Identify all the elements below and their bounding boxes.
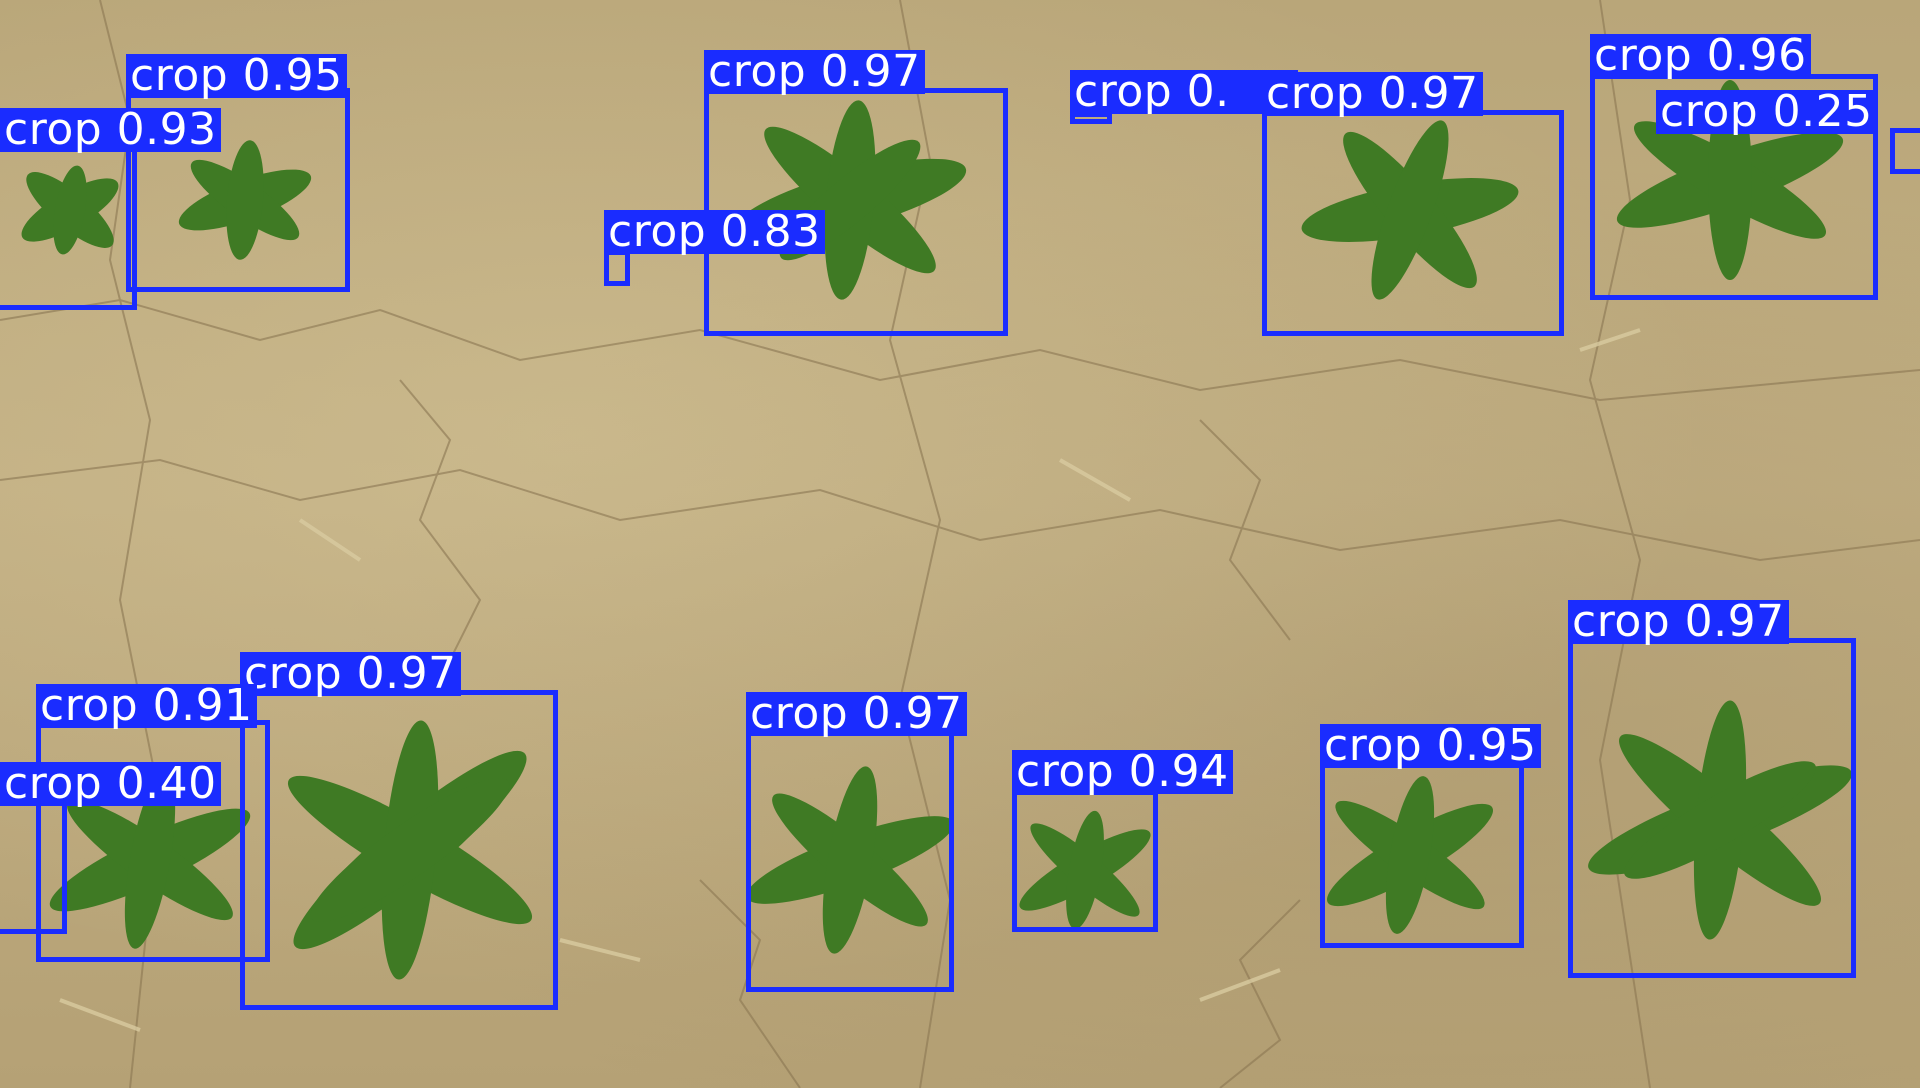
detection-box [36,720,270,962]
detection-label: crop 0.93 [0,108,221,152]
detection-label: crop 0.91 [36,684,257,728]
detection-box [1070,112,1112,124]
detection-box [1012,790,1158,932]
detection-box [1568,638,1856,978]
detection-label: crop 0.40 [0,762,221,806]
detection-box [746,730,954,992]
detection-box [240,690,558,1010]
detection-label: crop 0.97 [1568,600,1789,644]
detection-label: crop 0.97 [240,652,461,696]
detection-label: crop 0.97 [704,50,925,94]
detection-box [1320,760,1524,948]
detection-label: crop 0.96 [1590,34,1811,78]
detection-label: crop 0.95 [1320,724,1541,768]
detection-box [1890,128,1920,174]
detection-box [0,800,67,934]
detection-box [1262,110,1564,336]
detection-label: crop 0. [1070,70,1298,114]
detection-label: crop 0.83 [604,210,825,254]
detection-label: crop 0.97 [1262,72,1483,116]
detection-label: crop 0.94 [1012,750,1233,794]
detection-label: crop 0.95 [126,54,347,98]
detection-label: crop 0.97 [746,692,967,736]
detection-box [0,128,137,310]
detection-label: crop 0.25 [1656,90,1877,134]
